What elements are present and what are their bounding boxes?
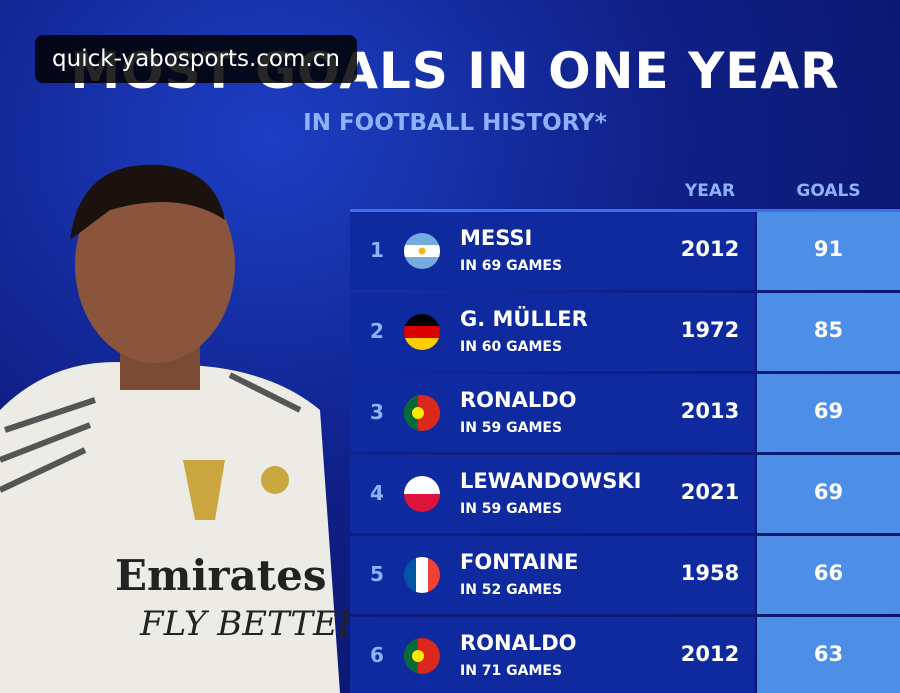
player-name: LEWANDOWSKI	[460, 469, 642, 493]
player-name: RONALDO	[460, 388, 577, 412]
games-count: IN 59 GAMES	[460, 420, 563, 436]
year: 2021	[680, 480, 740, 504]
table-row: 6 RONALDO IN 71 GAMES 2012 63	[350, 617, 900, 693]
rank: 2	[370, 319, 384, 343]
svg-text:FLY BETTER: FLY BETTER	[139, 604, 350, 644]
rank: 6	[370, 643, 384, 667]
goals-panel	[757, 536, 900, 614]
year: 2012	[680, 642, 740, 666]
table-row: 3 RONALDO IN 59 GAMES 2013 69	[350, 374, 900, 452]
goals: 85	[813, 318, 844, 342]
year: 1972	[680, 318, 740, 342]
player-name: G. MÜLLER	[460, 307, 588, 331]
goals-panel	[757, 374, 900, 452]
goals: 91	[813, 237, 844, 261]
goals: 66	[813, 561, 844, 585]
flag	[404, 233, 440, 269]
column-header: YEAR	[684, 181, 736, 201]
table-row: 2 G. MÜLLER IN 60 GAMES 1972 85	[350, 293, 900, 371]
goals: 69	[813, 480, 844, 504]
flag	[404, 557, 440, 593]
table-rule	[350, 209, 900, 212]
games-count: IN 59 GAMES	[460, 501, 563, 517]
column-header: GOALS	[796, 181, 861, 201]
flag	[404, 314, 440, 350]
player-illustration: Emirates FLY BETTER	[0, 164, 350, 693]
games-count: IN 71 GAMES	[460, 663, 563, 679]
year: 1958	[680, 561, 740, 585]
goals-panel	[757, 617, 900, 693]
goals-panel	[757, 293, 900, 371]
rank: 4	[370, 481, 384, 505]
player-name: RONALDO	[460, 631, 577, 655]
watermark: quick-yabosports.com.cn	[35, 35, 357, 83]
svg-text:Emirates: Emirates	[115, 551, 327, 600]
table-row: 5 FONTAINE IN 52 GAMES 1958 66	[350, 536, 900, 614]
games-count: IN 69 GAMES	[460, 258, 563, 274]
year: 2012	[680, 237, 740, 261]
goals-panel	[757, 212, 900, 290]
subtitle: IN FOOTBALL HISTORY*	[303, 110, 607, 136]
games-count: IN 60 GAMES	[460, 339, 563, 355]
goals: 69	[813, 399, 844, 423]
rank: 3	[370, 400, 384, 424]
goals-panel	[757, 455, 900, 533]
table-row: 4 LEWANDOWSKI IN 59 GAMES 2021 69	[350, 455, 900, 533]
table-row: 1 MESSI IN 69 GAMES 2012 91	[350, 212, 900, 290]
player-name: MESSI	[460, 226, 533, 250]
games-count: IN 52 GAMES	[460, 582, 563, 598]
flag	[404, 638, 440, 674]
player-name: FONTAINE	[460, 550, 579, 574]
flag	[404, 476, 440, 512]
year: 2013	[680, 399, 740, 423]
rank: 5	[370, 562, 384, 586]
flag	[404, 395, 440, 431]
rank: 1	[370, 238, 384, 262]
goals: 63	[813, 642, 844, 666]
